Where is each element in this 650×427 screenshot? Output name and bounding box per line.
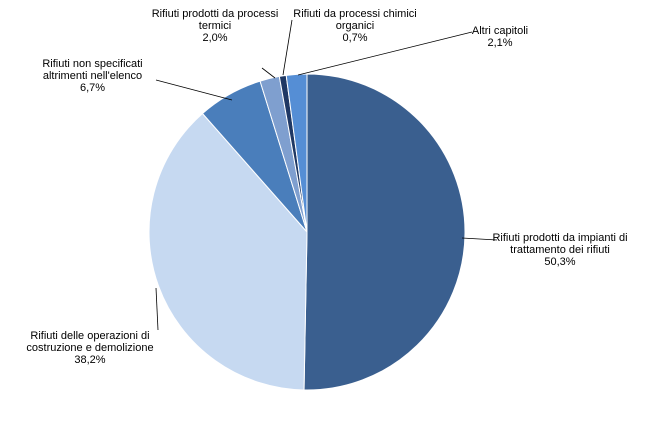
slice-label: Rifiuti da processi chimici organici 0,7%	[285, 8, 425, 44]
category-label: Rifiuti prodotti da processi termici	[151, 8, 279, 32]
value-label: 2,0%	[202, 32, 228, 44]
value-label: 2,1%	[487, 37, 513, 49]
slice-label: Rifiuti delle operazioni di costruzione …	[20, 330, 160, 366]
value-label: 50,3%	[544, 256, 576, 268]
slice-label: Rifiuti prodotti da processi termici 2,0%	[140, 8, 290, 44]
leader-line	[155, 287, 159, 331]
leader-line	[282, 19, 293, 76]
leader-line	[297, 31, 473, 76]
value-label: 6,7%	[79, 82, 106, 94]
category-label: Rifiuti non specificati altrimenti nell'…	[42, 58, 143, 82]
pie-slice	[303, 73, 466, 391]
pie-slice	[285, 73, 308, 233]
value-label: 0,7%	[342, 32, 368, 44]
slice-label: Rifiuti non specificati altrimenti nell'…	[20, 58, 165, 94]
category-label: Rifiuti da processi chimici organici	[293, 8, 417, 32]
leader-line	[461, 237, 498, 241]
value-label: 38,2%	[74, 354, 106, 366]
leader-line	[261, 67, 276, 79]
slice-label: Altri capitoli 2,1%	[460, 25, 540, 49]
slice-label: Rifiuti prodotti da impianti di trattame…	[490, 232, 630, 268]
leader-line	[155, 79, 233, 101]
category-label: Rifiuti prodotti da impianti di trattame…	[492, 232, 628, 256]
category-label: Rifiuti delle operazioni di costruzione …	[26, 330, 154, 354]
pie-slice	[148, 112, 308, 391]
category-label: Altri capitoli	[471, 25, 529, 37]
